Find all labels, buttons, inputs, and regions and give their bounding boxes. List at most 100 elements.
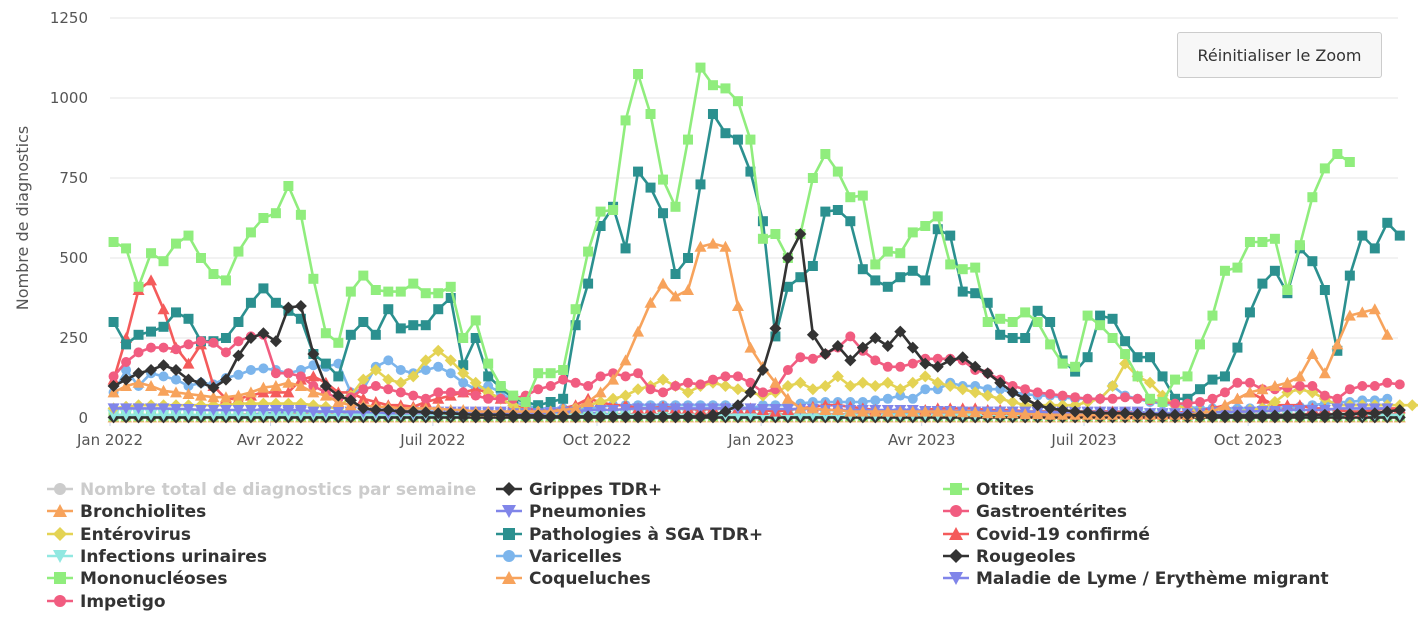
legend-item[interactable]: Pathologies à SGA TDR+	[496, 525, 763, 545]
data-point	[245, 227, 256, 238]
data-point	[595, 206, 606, 217]
data-point	[1131, 408, 1144, 421]
data-point	[108, 317, 119, 327]
data-point	[807, 353, 818, 364]
data-point	[1369, 243, 1380, 254]
x-tick-label: Juil 2022	[399, 431, 465, 449]
data-point	[395, 286, 406, 297]
legend-label: Otites	[976, 480, 1034, 500]
legend-label: Bronchiolites	[80, 502, 206, 522]
legend-item[interactable]: Rougeoles	[943, 547, 1076, 567]
data-point	[869, 380, 882, 392]
data-point	[1231, 409, 1244, 422]
data-point	[956, 351, 969, 364]
data-point	[745, 134, 756, 145]
legend-item[interactable]: Mononucléoses	[47, 569, 227, 589]
data-point	[121, 365, 132, 375]
y-axis: 0 250 500 750 1000 1250	[50, 9, 88, 427]
data-point	[682, 134, 693, 145]
data-point	[1207, 310, 1218, 321]
data-point	[383, 355, 394, 366]
data-point	[832, 166, 843, 177]
data-point	[744, 403, 757, 415]
data-point	[182, 388, 195, 399]
series-5	[108, 329, 1405, 409]
series-2	[108, 62, 1355, 407]
data-point	[1095, 320, 1106, 331]
data-point	[695, 179, 706, 190]
legend-item[interactable]: Infections urinaires	[47, 547, 267, 567]
data-point	[1332, 149, 1343, 159]
data-point	[420, 288, 431, 299]
data-point	[907, 265, 918, 276]
data-point	[1344, 384, 1355, 395]
legend-item[interactable]: Bronchiolites	[47, 502, 206, 522]
data-point	[1218, 399, 1231, 411]
data-point	[957, 264, 968, 275]
data-point	[545, 381, 556, 391]
data-point	[219, 405, 232, 416]
data-point	[981, 407, 994, 419]
legend-item[interactable]: Coqueluches	[496, 569, 651, 589]
data-point	[583, 246, 594, 257]
data-point	[906, 405, 919, 417]
data-point	[1181, 408, 1194, 421]
data-point	[895, 248, 906, 259]
data-point	[932, 353, 943, 364]
data-point	[1269, 265, 1280, 276]
reset-zoom-button[interactable]: Réinitialiser le Zoom	[1177, 32, 1382, 78]
data-point	[1343, 408, 1356, 421]
data-point	[1319, 163, 1330, 174]
data-point	[108, 371, 119, 382]
data-point	[982, 297, 993, 308]
series-1	[107, 228, 1406, 423]
legend-item[interactable]: Varicelles	[496, 547, 622, 567]
data-point	[919, 370, 932, 383]
data-point	[545, 368, 556, 379]
data-point	[1382, 217, 1393, 228]
data-point	[269, 386, 282, 398]
legend-item[interactable]: Maladie de Lyme / Erythème migrant	[943, 569, 1329, 589]
data-point	[582, 410, 595, 423]
legend-item[interactable]: Impetigo	[47, 592, 166, 612]
data-point	[183, 313, 194, 324]
legend-item[interactable]: Nombre total de diagnostics par semaine	[47, 480, 476, 500]
data-point	[732, 371, 743, 382]
data-point	[369, 364, 382, 376]
data-point	[507, 409, 520, 422]
data-point	[669, 403, 682, 415]
data-point	[146, 342, 157, 353]
data-point	[307, 370, 320, 382]
data-point	[1244, 237, 1255, 247]
data-point	[233, 369, 244, 380]
data-point	[970, 262, 981, 273]
legend-item[interactable]: Entérovirus	[47, 525, 191, 545]
data-point	[469, 376, 482, 389]
data-point	[407, 370, 420, 383]
data-point	[1232, 342, 1243, 353]
data-point	[570, 304, 581, 315]
data-point	[358, 384, 369, 395]
legend-item[interactable]: Covid-19 confirmé	[943, 525, 1150, 545]
legend-label: Nombre total de diagnostics par semaine	[80, 480, 476, 500]
data-point	[283, 368, 294, 379]
data-point	[432, 407, 445, 420]
data-point	[482, 408, 495, 421]
legend-label: Impetigo	[80, 592, 166, 612]
data-point	[1145, 352, 1156, 363]
data-point	[208, 269, 219, 279]
legend-label: Pathologies à SGA TDR+	[529, 525, 763, 545]
data-point	[657, 410, 670, 423]
legend-item[interactable]: Otites	[943, 480, 1034, 500]
data-point	[220, 333, 231, 343]
data-point	[644, 410, 657, 423]
legend-item[interactable]: Grippes TDR+	[496, 480, 662, 500]
data-point	[145, 364, 158, 376]
legend-item[interactable]: Gastroentérites	[943, 502, 1127, 522]
data-point	[1170, 398, 1181, 409]
data-point	[1157, 397, 1168, 407]
data-point	[258, 213, 269, 223]
data-point	[882, 393, 893, 404]
legend-item[interactable]: Pneumonies	[496, 502, 646, 522]
data-point	[1281, 409, 1294, 422]
